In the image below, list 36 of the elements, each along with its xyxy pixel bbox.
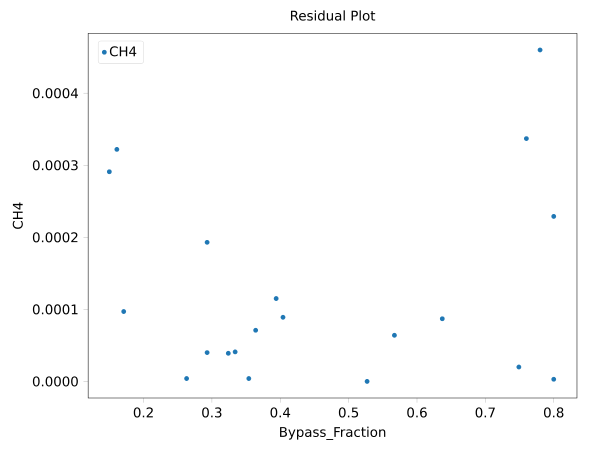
x-tick-label: 0.7 bbox=[476, 407, 495, 418]
point bbox=[121, 308, 126, 314]
point bbox=[114, 146, 120, 152]
point bbox=[184, 376, 190, 381]
y-tick-label: 0.0001 bbox=[32, 304, 78, 314]
point bbox=[204, 350, 210, 355]
point bbox=[516, 364, 522, 370]
point bbox=[246, 376, 252, 381]
y-tick-label: 0.0000 bbox=[32, 376, 78, 386]
point bbox=[440, 316, 445, 321]
point bbox=[253, 328, 258, 332]
legend-label: CH4 bbox=[110, 46, 136, 56]
point bbox=[551, 376, 556, 382]
point bbox=[106, 169, 112, 174]
point bbox=[538, 47, 542, 52]
y-tick-label: 0.0004 bbox=[32, 88, 78, 98]
point bbox=[204, 240, 210, 245]
point bbox=[392, 332, 397, 338]
point bbox=[226, 350, 231, 356]
x-tick-label: 0.2 bbox=[134, 407, 153, 418]
x-tick-label: 0.6 bbox=[407, 407, 427, 418]
point bbox=[232, 349, 238, 354]
x-tick-label: 0.8 bbox=[544, 407, 564, 418]
y-tick-label: 0.0002 bbox=[32, 232, 78, 242]
point bbox=[280, 314, 286, 320]
x-axis-title: Bypass_Fraction bbox=[280, 426, 386, 440]
point bbox=[524, 136, 529, 141]
chart-title: Residual Plot bbox=[290, 10, 376, 20]
y-axis-title: CH4 bbox=[12, 202, 23, 229]
point bbox=[274, 296, 279, 301]
x-tick-label: 0.3 bbox=[202, 407, 222, 418]
y-tick-label: 0.0003 bbox=[32, 160, 78, 170]
point bbox=[364, 378, 370, 384]
x-tick-label: 0.5 bbox=[338, 407, 358, 418]
point bbox=[551, 214, 556, 219]
x-tick-label: 0.4 bbox=[270, 407, 290, 418]
